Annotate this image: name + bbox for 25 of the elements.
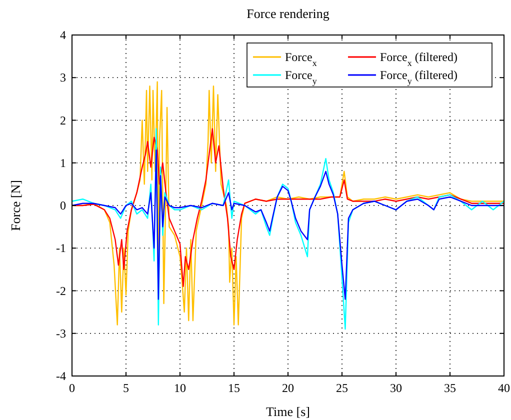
chart-title: Force rendering <box>246 6 330 21</box>
x-tick-label: 10 <box>174 381 186 395</box>
x-tick-label: 0 <box>69 381 75 395</box>
y-tick-label: 4 <box>60 28 66 42</box>
y-axis-title: Force [N] <box>8 180 23 231</box>
y-tick-label: -3 <box>56 326 66 340</box>
y-tick-label: 2 <box>60 113 66 128</box>
legend-label: Force$_{y}$ (filtered) <box>380 68 458 86</box>
x-tick-label: 15 <box>228 381 240 395</box>
legend-label: Force$_{x}$ (filtered) <box>380 50 458 68</box>
y-tick-label: 0 <box>60 198 66 212</box>
y-tick-label: -2 <box>56 284 66 298</box>
x-tick-label: 25 <box>336 381 348 395</box>
y-tick-label: 1 <box>60 156 66 170</box>
x-tick-label: 20 <box>282 381 294 395</box>
y-tick-label: -1 <box>56 241 66 256</box>
y-tick-label: 3 <box>60 70 66 85</box>
y-tick-label: -4 <box>56 369 66 383</box>
legend-label: Force$_{y}$ <box>285 68 318 86</box>
x-tick-label: 5 <box>123 381 129 395</box>
x-axis-title: Time [s] <box>266 404 310 419</box>
x-tick-label: 40 <box>498 381 510 395</box>
x-tick-label: 35 <box>444 381 456 395</box>
x-tick-label: 30 <box>390 381 402 395</box>
legend-label: Force$_{x}$ <box>285 50 318 68</box>
